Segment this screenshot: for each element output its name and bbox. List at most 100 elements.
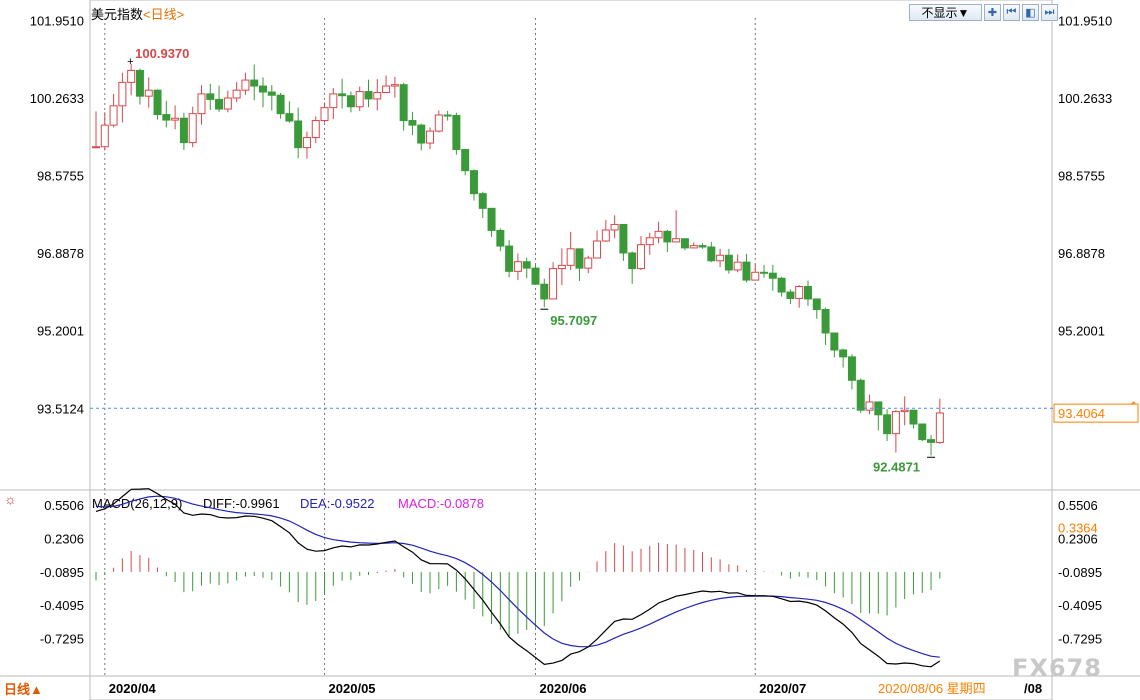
candle-body	[188, 113, 197, 144]
candle-body	[320, 107, 329, 122]
macd-y-tick-left: -0.7295	[40, 632, 84, 647]
candle-body	[549, 268, 558, 300]
candle-body	[540, 283, 549, 300]
candle-body	[294, 120, 303, 149]
candle-body	[760, 271, 769, 274]
y-tick-left: 98.5755	[37, 168, 84, 183]
y-tick-left: 93.5124	[37, 401, 84, 416]
candle-body	[707, 246, 716, 262]
candle-body	[513, 261, 522, 272]
first-page-icon[interactable]: ⏮	[1003, 4, 1020, 21]
candle-body	[426, 130, 435, 144]
candle-body	[593, 240, 602, 259]
expand-icon[interactable]: ✚	[984, 4, 1001, 21]
candle-body	[461, 149, 470, 172]
macd-y-tick-right: -0.4095	[1058, 598, 1102, 613]
candle-body	[382, 85, 391, 93]
candle-body	[452, 114, 461, 151]
macd-y-tick-right: 0.5506	[1058, 498, 1098, 513]
y-tick-right: 98.5755	[1058, 168, 1105, 183]
candle-body	[487, 207, 496, 231]
period-button[interactable]: 日线▲	[4, 682, 43, 697]
candle-body	[935, 412, 944, 443]
candle-body	[478, 193, 487, 209]
toolbar: 不显示▼ ✚ ⏮ ◧ ⏭	[909, 4, 1058, 21]
x-month-label: 2020/05	[329, 681, 376, 696]
display-toggle-button[interactable]: 不显示▼	[909, 4, 982, 21]
y-tick-right: 96.8878	[1058, 246, 1105, 261]
candle-body	[610, 223, 619, 231]
min-price-label-2: 92.4871	[873, 459, 920, 474]
max-marker: +	[127, 56, 133, 68]
plot-frame	[89, 0, 1053, 700]
candle-body	[100, 124, 109, 148]
candle-body	[636, 244, 645, 270]
candle-body	[689, 245, 698, 249]
candle-body	[821, 309, 830, 334]
candle-body	[751, 271, 760, 281]
candle-body	[408, 120, 417, 126]
candle-body	[619, 223, 628, 254]
prev-page-icon[interactable]: ◧	[1022, 4, 1039, 21]
candle-body	[909, 409, 918, 425]
candle-body	[505, 245, 514, 272]
candle-body	[162, 114, 171, 121]
candle-body	[918, 423, 927, 441]
candle-body	[672, 238, 681, 243]
candle-body	[171, 117, 180, 121]
candle-body	[92, 146, 100, 149]
y-tick-left: 100.2633	[30, 91, 84, 106]
candle-body	[390, 84, 399, 87]
dea-line	[95, 495, 940, 658]
candle-body	[232, 89, 241, 99]
candle-body	[118, 81, 127, 107]
candle-body	[663, 230, 672, 243]
last-price-label: 93.4064	[1058, 406, 1105, 421]
chart-title-bar: 美元指数<日线>	[91, 4, 184, 23]
macd-y-tick-right: -0.7295	[1058, 632, 1102, 647]
last-price-box	[1053, 403, 1139, 423]
candle-body	[812, 298, 821, 311]
candle-body	[346, 95, 355, 108]
candle-body	[223, 97, 232, 110]
candle-body	[135, 69, 144, 97]
candle-body	[434, 114, 443, 132]
period-link[interactable]: <日线>	[143, 7, 185, 22]
max-price-label: 100.9370	[135, 46, 189, 61]
candle-body	[698, 245, 707, 248]
candle-body	[865, 401, 874, 411]
y-tick-right: 100.2633	[1058, 91, 1112, 106]
candle-body	[364, 91, 373, 100]
candle-body	[742, 261, 751, 281]
macd-y-tick-left: -0.0895	[40, 565, 84, 580]
candle-body	[803, 286, 812, 300]
macd-right-value: 0.3364	[1058, 520, 1098, 535]
candle-body	[127, 69, 136, 83]
candle-body	[109, 105, 118, 126]
candle-body	[373, 91, 382, 100]
x-month-label: 2020/07	[759, 681, 806, 696]
candle-body	[795, 286, 804, 299]
candle-body	[645, 237, 654, 246]
chart-title: 美元指数	[91, 7, 144, 22]
candle-body	[302, 137, 311, 149]
macd-label: MACD(26,12,9)	[92, 496, 182, 511]
next-page-icon[interactable]: ⏭	[1041, 4, 1058, 21]
candle-body	[557, 264, 566, 270]
candle-body	[883, 414, 892, 435]
candle-body	[830, 332, 839, 351]
indicator-settings-icon: ☼	[4, 491, 17, 507]
macd-value-label: MACD:-0.0878	[398, 496, 484, 511]
x-month-label: 2020/06	[540, 681, 587, 696]
candle-body	[733, 261, 742, 271]
candle-body	[144, 89, 153, 97]
candle-body	[566, 248, 575, 266]
macd-y-tick-left: 0.2306	[44, 532, 84, 547]
candle-body	[329, 93, 338, 109]
candle-body	[311, 120, 320, 139]
candle-body	[768, 272, 777, 279]
min-price-label: 95.7097	[550, 313, 597, 328]
candle-body	[197, 93, 206, 115]
candle-body	[206, 93, 215, 100]
